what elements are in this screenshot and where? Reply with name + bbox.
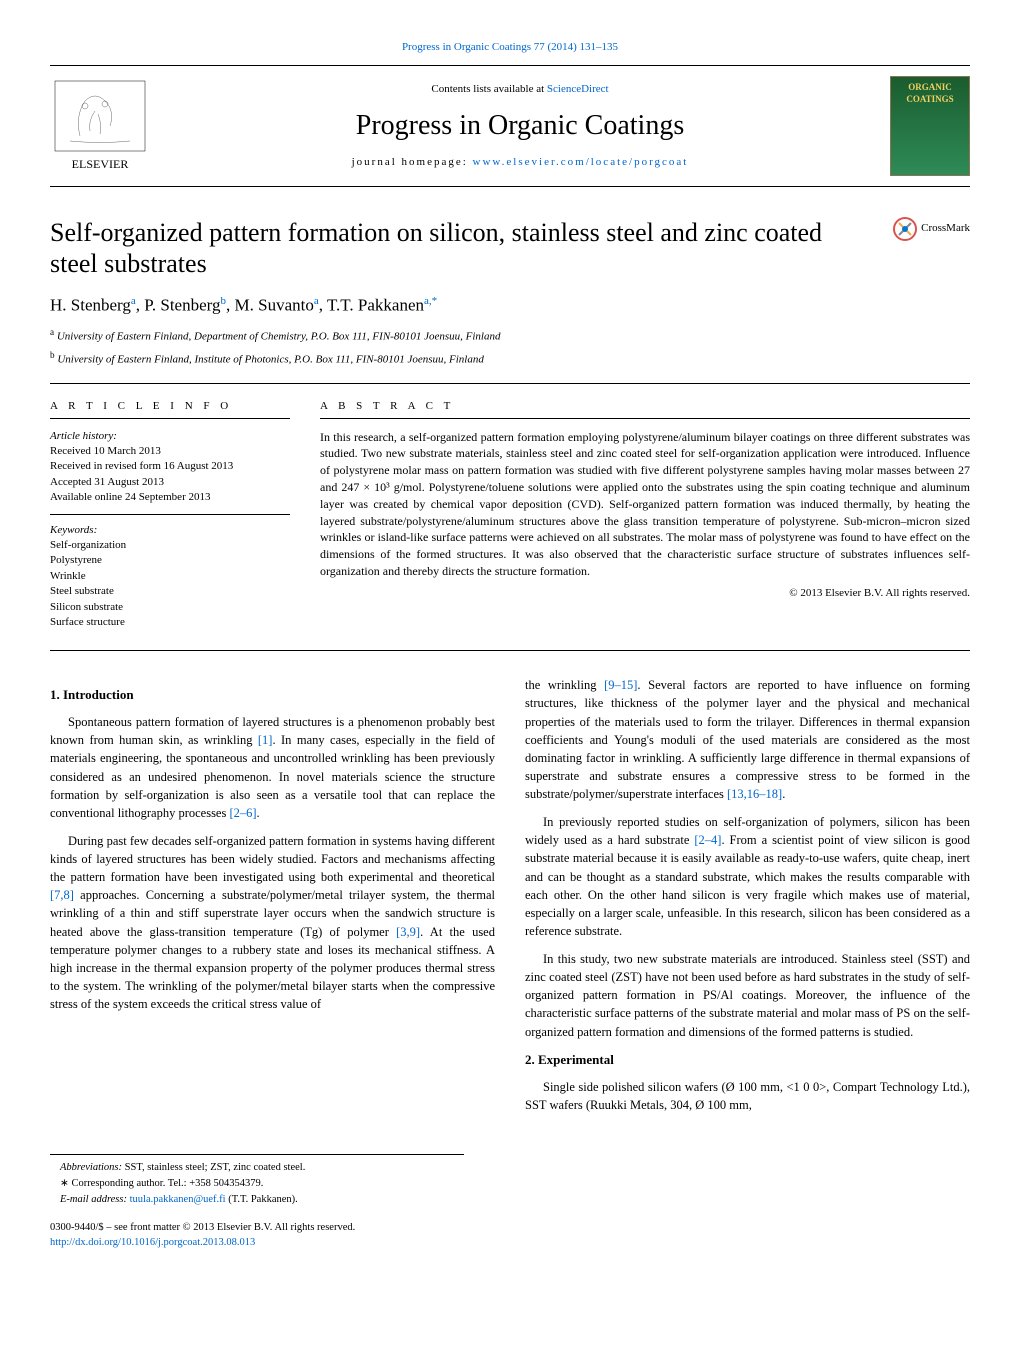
keywords-list: Self-organization Polystyrene Wrinkle St…: [50, 538, 290, 630]
aff-b-text: University of Eastern Finland, Institute…: [57, 354, 484, 366]
sciencedirect-link[interactable]: ScienceDirect: [547, 83, 609, 95]
body-column-left: 1. Introduction Spontaneous pattern form…: [50, 676, 495, 1123]
history-line-2: Accepted 31 August 2013: [50, 475, 290, 490]
crossmark-badge[interactable]: CrossMark: [893, 217, 970, 241]
author-2-aff: a: [314, 295, 319, 307]
homepage-link[interactable]: www.elsevier.com/locate/porgcoat: [473, 156, 689, 168]
article-title-row: Self-organized pattern formation on sili…: [50, 217, 970, 279]
keyword-4: Silicon substrate: [50, 600, 290, 615]
abstract-column: a b s t r a c t In this research, a self…: [320, 399, 970, 631]
section-1-heading: 1. Introduction: [50, 686, 495, 705]
email-link[interactable]: tuula.pakkanen@uef.fi: [130, 1194, 226, 1205]
cite-13-16-18[interactable]: [13,16–18]: [727, 787, 782, 801]
cite-3-9[interactable]: [3,9]: [396, 925, 420, 939]
keywords-heading: Keywords:: [50, 523, 290, 538]
cover-text-top: ORGANIC: [895, 81, 965, 93]
cover-text: ORGANIC COATINGS: [891, 77, 969, 109]
journal-title: Progress in Organic Coatings: [150, 107, 890, 145]
history-heading: Article history:: [50, 429, 290, 444]
homepage-prefix: journal homepage:: [352, 156, 473, 168]
divider-2: [50, 650, 970, 651]
body-column-right: the wrinkling [9–15]. Several factors ar…: [525, 676, 970, 1123]
aff-b-sup: b: [50, 350, 55, 360]
journal-header: ELSEVIER Contents lists available at Sci…: [50, 65, 970, 187]
footnote-email: E-mail address: tuula.pakkanen@uef.fi (T…: [50, 1193, 464, 1207]
affiliation-b: b University of Eastern Finland, Institu…: [50, 349, 970, 368]
para-4: In previously reported studies on self-o…: [525, 813, 970, 940]
footnote-corresponding: ∗ Corresponding author. Tel.: +358 50435…: [50, 1177, 464, 1191]
contents-prefix: Contents lists available at: [431, 83, 546, 95]
para-6: Single side polished silicon wafers (Ø 1…: [525, 1078, 970, 1114]
keyword-1: Polystyrene: [50, 553, 290, 568]
contents-lists-line: Contents lists available at ScienceDirec…: [150, 82, 890, 97]
author-1-aff: b: [221, 295, 227, 307]
p1-c: .: [257, 806, 260, 820]
crossmark-label: CrossMark: [921, 221, 970, 236]
para-3: the wrinkling [9–15]. Several factors ar…: [525, 676, 970, 803]
authors-line: H. Stenberga, P. Stenbergb, M. Suvantoa,…: [50, 294, 970, 318]
history-line-3: Available online 24 September 2013: [50, 490, 290, 505]
p4-b: . From a scientist point of view silicon…: [525, 833, 970, 938]
author-1: P. Stenberg: [144, 296, 220, 315]
p3-c: .: [782, 787, 785, 801]
author-2: M. Suvanto: [235, 296, 314, 315]
cover-text-bottom: COATINGS: [895, 93, 965, 105]
elsevier-text: ELSEVIER: [72, 157, 129, 171]
journal-homepage-line: journal homepage: www.elsevier.com/locat…: [150, 155, 890, 170]
keyword-3: Steel substrate: [50, 584, 290, 599]
para-2: During past few decades self-organized p…: [50, 832, 495, 1013]
journal-citation-link[interactable]: Progress in Organic Coatings 77 (2014) 1…: [402, 41, 618, 53]
para-1: Spontaneous pattern formation of layered…: [50, 713, 495, 822]
cite-2-6[interactable]: [2–6]: [229, 806, 256, 820]
cite-2-4[interactable]: [2–4]: [694, 833, 721, 847]
section-2-heading: 2. Experimental: [525, 1051, 970, 1070]
abstract-text: In this research, a self-organized patte…: [320, 429, 970, 580]
article-title: Self-organized pattern formation on sili…: [50, 217, 873, 279]
abbrev-label: Abbreviations:: [60, 1162, 122, 1173]
article-info-heading: a r t i c l e i n f o: [50, 399, 290, 419]
affiliation-a: a University of Eastern Finland, Departm…: [50, 326, 970, 345]
author-3: T.T. Pakkanen: [327, 296, 424, 315]
p3-b: . Several factors are reported to have i…: [525, 678, 970, 801]
footnote-abbrev: Abbreviations: SST, stainless steel; ZST…: [50, 1161, 464, 1175]
history-line-1: Received in revised form 16 August 2013: [50, 459, 290, 474]
doi-link[interactable]: http://dx.doi.org/10.1016/j.porgcoat.201…: [50, 1237, 255, 1248]
footnotes: Abbreviations: SST, stainless steel; ZST…: [50, 1154, 464, 1208]
issn-line: 0300-9440/$ – see front matter © 2013 El…: [50, 1221, 970, 1235]
body-columns: 1. Introduction Spontaneous pattern form…: [50, 676, 970, 1123]
article-info-column: a r t i c l e i n f o Article history: R…: [50, 399, 290, 631]
email-tail: (T.T. Pakkanen).: [226, 1194, 298, 1205]
elsevier-logo: ELSEVIER: [50, 76, 150, 176]
journal-header-center: Contents lists available at ScienceDirec…: [150, 82, 890, 169]
author-0-aff: a: [131, 295, 136, 307]
aff-a-sup: a: [50, 327, 54, 337]
abstract-copyright: © 2013 Elsevier B.V. All rights reserved…: [320, 586, 970, 601]
p3-a: the wrinkling: [525, 678, 604, 692]
journal-citation: Progress in Organic Coatings 77 (2014) 1…: [50, 40, 970, 55]
email-label: E-mail address:: [60, 1194, 127, 1205]
cite-9-15[interactable]: [9–15]: [604, 678, 637, 692]
keyword-0: Self-organization: [50, 538, 290, 553]
info-abstract-row: a r t i c l e i n f o Article history: R…: [50, 399, 970, 631]
journal-cover-thumbnail: ORGANIC COATINGS: [890, 76, 970, 176]
author-0: H. Stenberg: [50, 296, 131, 315]
info-divider: [50, 514, 290, 515]
cite-1[interactable]: [1]: [258, 733, 273, 747]
divider: [50, 383, 970, 384]
history-line-0: Received 10 March 2013: [50, 444, 290, 459]
p2-a: During past few decades self-organized p…: [50, 834, 495, 884]
aff-a-text: University of Eastern Finland, Departmen…: [57, 330, 501, 342]
bottom-meta: 0300-9440/$ – see front matter © 2013 El…: [50, 1221, 970, 1249]
corr-star: ∗: [60, 1178, 69, 1189]
author-3-aff: a,*: [424, 295, 437, 307]
corr-text: Corresponding author. Tel.: +358 5043543…: [69, 1178, 264, 1189]
abbrev-text: SST, stainless steel; ZST, zinc coated s…: [122, 1162, 305, 1173]
cite-7-8[interactable]: [7,8]: [50, 888, 74, 902]
crossmark-icon: [893, 217, 917, 241]
para-5: In this study, two new substrate materia…: [525, 950, 970, 1041]
keyword-2: Wrinkle: [50, 569, 290, 584]
keyword-5: Surface structure: [50, 615, 290, 630]
abstract-heading: a b s t r a c t: [320, 399, 970, 419]
